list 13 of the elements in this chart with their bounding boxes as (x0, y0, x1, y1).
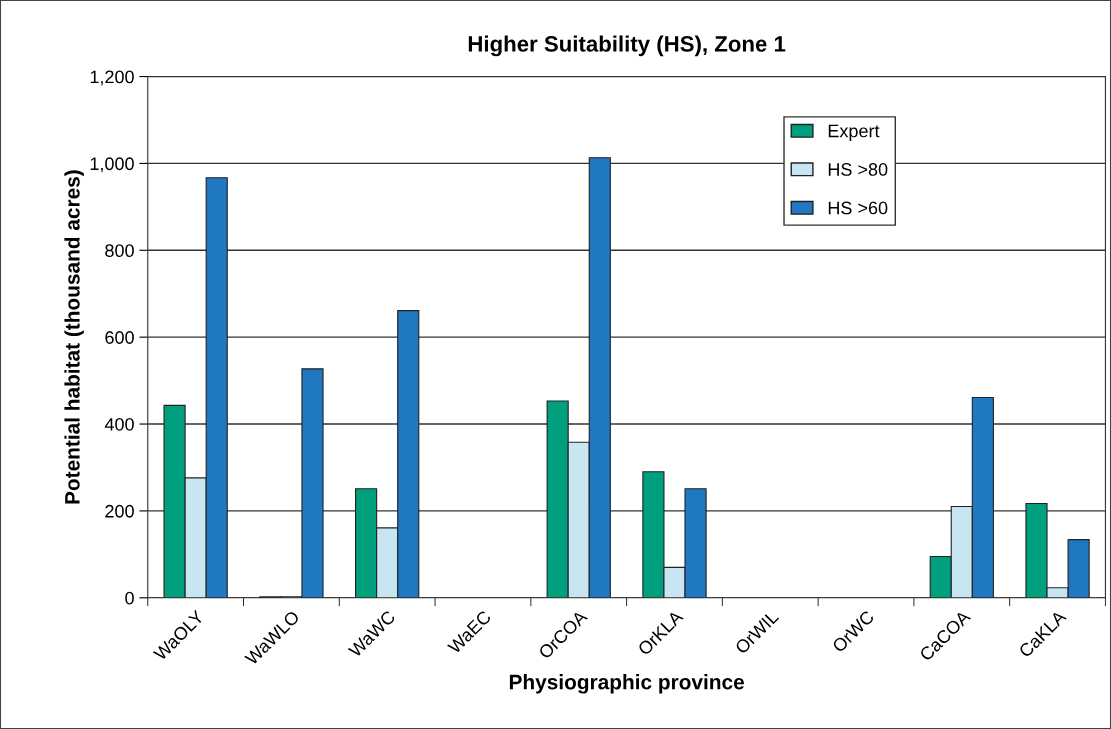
x-axis-title: Physiographic province (509, 674, 744, 694)
y-axis-title: Potential habitat (thousand acres) (64, 170, 84, 504)
legend-label: Expert (828, 124, 880, 141)
y-tick-label: 200 (105, 504, 134, 518)
y-tick-label: 0 (125, 591, 134, 605)
y-tick-label: 1,200 (90, 70, 134, 86)
y-tick-label: 600 (105, 331, 134, 344)
legend-label: HS >60 (828, 201, 888, 215)
y-tick-label: 800 (105, 244, 134, 258)
legend-label: HS >80 (828, 163, 888, 176)
chart-title: Higher Suitability (HS), Zone 1 (468, 35, 786, 57)
y-tick-label: 1,000 (90, 157, 134, 173)
y-tick-label: 400 (104, 417, 134, 431)
